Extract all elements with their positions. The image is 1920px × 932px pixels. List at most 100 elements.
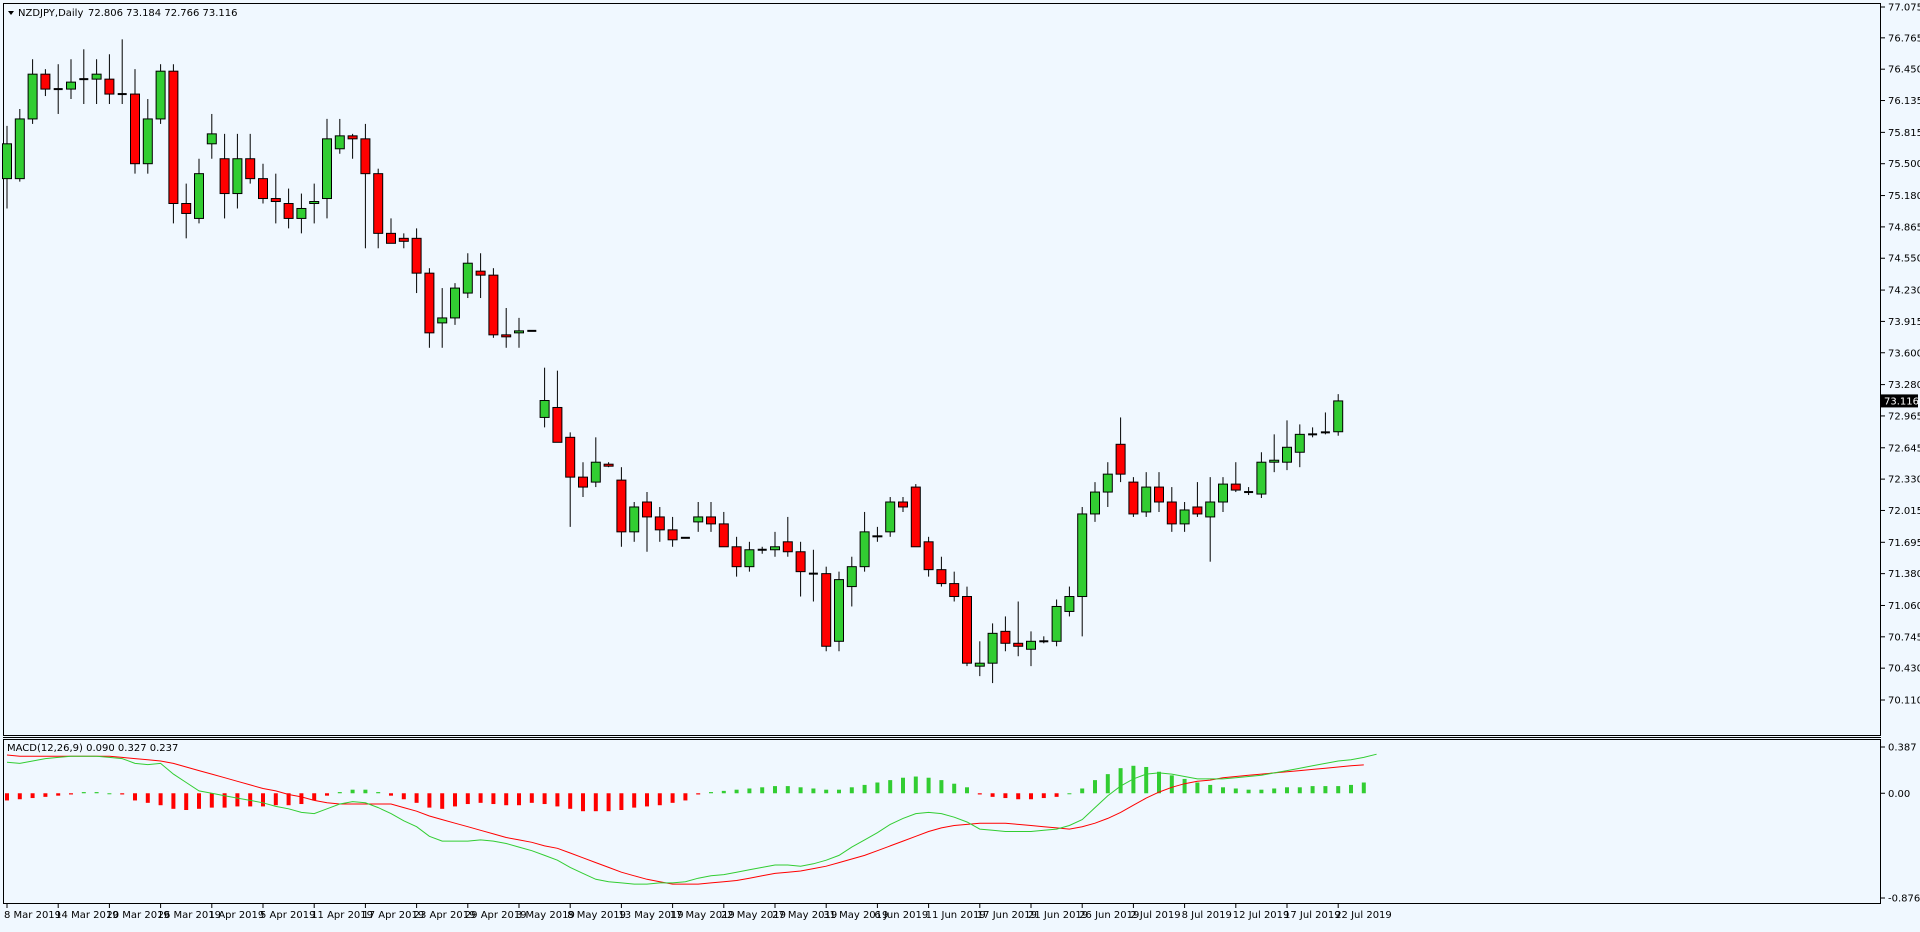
- candle: [424, 268, 435, 348]
- macd-histogram-bar: [197, 793, 201, 809]
- time-tick-label: 5 Apr 2019: [260, 910, 315, 921]
- candle: [642, 492, 652, 552]
- bear-candle-body: [283, 203, 294, 219]
- bull-candle-body: [1064, 596, 1075, 612]
- time-tick-label: 11 Apr 2019: [311, 910, 373, 921]
- candle: [1192, 482, 1203, 517]
- time-tick-label: 17 Apr 2019: [362, 910, 424, 921]
- candle: [1051, 599, 1062, 647]
- bull-candle-body: [1294, 433, 1305, 453]
- bull-candle-body: [14, 118, 25, 180]
- macd-histogram-bar: [926, 777, 931, 794]
- candle: [693, 502, 704, 532]
- bear-candle-body: [718, 523, 729, 548]
- macd-histogram-bar: [325, 793, 329, 796]
- bear-candle-body: [565, 436, 576, 478]
- macd-histogram-bar: [939, 780, 944, 794]
- price-tick-label: 74.550: [1888, 254, 1920, 265]
- time-tick-label: 27 May 2019: [772, 910, 837, 921]
- candle: [360, 123, 371, 249]
- price-tick-label: 71.380: [1888, 569, 1920, 580]
- bear-candle-body: [936, 569, 947, 585]
- macd-histogram-bar: [17, 793, 22, 800]
- macd-tick-label: -0.876: [1888, 894, 1920, 905]
- macd-histogram-bar: [606, 793, 611, 812]
- bull-candle-body: [1256, 461, 1267, 495]
- macd-histogram-bar: [696, 793, 701, 795]
- candle: [2, 125, 12, 209]
- candle: [501, 307, 512, 348]
- time-tick-label: 13 May 2019: [618, 910, 683, 921]
- bull-candle-body: [1205, 501, 1216, 518]
- price-tick-label: 72.015: [1888, 506, 1920, 517]
- bull-candle-body: [770, 546, 780, 551]
- candles-layer: [2, 39, 1344, 684]
- candle: [731, 536, 742, 577]
- macd-histogram-bar: [581, 793, 585, 812]
- price-tick-label: 75.500: [1888, 159, 1920, 170]
- bull-candle-body: [1179, 509, 1190, 525]
- macd-histogram-bar: [56, 793, 61, 796]
- macd-histogram-bar: [773, 786, 777, 794]
- candle: [1166, 487, 1177, 532]
- macd-histogram-bar: [133, 793, 137, 801]
- time-tick-label: 8 Jul 2019: [1182, 910, 1232, 921]
- candle: [821, 566, 832, 652]
- candle: [1282, 420, 1292, 471]
- bull-candle-body: [590, 461, 601, 483]
- bear-candle-body: [782, 541, 793, 553]
- candle: [181, 183, 192, 239]
- macd-histogram-bar: [555, 793, 560, 807]
- bear-candle-body: [347, 135, 358, 140]
- bear-candle-body: [949, 583, 960, 598]
- bull-candle-body: [155, 70, 166, 120]
- candle: [1218, 477, 1228, 512]
- candle: [885, 497, 896, 537]
- macd-signal-line: [6, 754, 1364, 885]
- collapse-arrow-icon[interactable]: [8, 11, 14, 15]
- bull-candle-body: [834, 579, 844, 642]
- macd-histogram-bar: [849, 787, 854, 794]
- candle: [14, 108, 25, 182]
- macd-histogram-bar: [965, 787, 969, 794]
- macd-histogram-bar: [913, 776, 918, 794]
- candle: [1308, 427, 1318, 438]
- candle: [923, 536, 934, 577]
- price-tick-label: 72.645: [1888, 443, 1920, 454]
- candle: [322, 118, 332, 219]
- macd-histogram-bar: [1080, 788, 1085, 794]
- macd-histogram-bar: [990, 793, 995, 797]
- macd-histogram-bar: [1169, 775, 1174, 794]
- candle: [1154, 472, 1164, 512]
- macd-histogram-bar: [747, 788, 752, 794]
- price-tick-label: 76.765: [1888, 33, 1920, 44]
- bear-candle-body: [667, 529, 678, 541]
- bear-candle-body: [501, 334, 512, 338]
- macd-histogram-bar: [158, 793, 163, 806]
- bull-candle-body: [66, 81, 76, 90]
- bear-candle-body: [642, 501, 652, 518]
- macd-histogram-bar: [235, 793, 240, 807]
- bull-candle-body: [1269, 459, 1280, 463]
- candle: [1064, 586, 1075, 617]
- price-tick-label: 77.075: [1888, 3, 1920, 14]
- price-tick-label: 70.110: [1888, 696, 1920, 707]
- candle: [488, 268, 499, 338]
- symbol-title: NZDJPY,Daily: [18, 8, 83, 19]
- bull-candle-body: [859, 531, 870, 568]
- time-tick-label: 17 Jun 2019: [977, 910, 1037, 921]
- time-tick-label: 11 Jun 2019: [926, 910, 986, 921]
- macd-histogram-bar: [209, 793, 214, 808]
- macd-histogram-bar: [1361, 782, 1366, 794]
- macd-histogram-bar: [299, 793, 304, 805]
- macd-histogram-bar: [491, 793, 496, 805]
- candle: [744, 541, 755, 572]
- macd-histogram-bar: [734, 789, 739, 794]
- bear-candle-body: [1000, 630, 1011, 644]
- bear-candle-body: [1115, 443, 1126, 475]
- macd-histogram-bar: [1259, 789, 1264, 794]
- bear-candle-body: [552, 406, 563, 443]
- macd-histogram-bar: [1272, 788, 1277, 794]
